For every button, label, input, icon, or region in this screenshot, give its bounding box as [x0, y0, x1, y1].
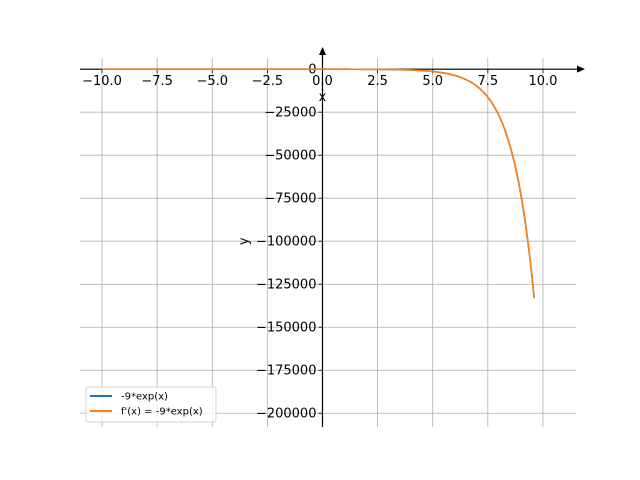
- x-tick-label: −2.5: [252, 74, 284, 89]
- x-axis-arrow-icon: [577, 65, 585, 73]
- x-tick-label: 7.5: [477, 74, 498, 89]
- y-tick-label: 0: [308, 63, 316, 78]
- x-tick-label: 2.5: [367, 74, 388, 89]
- x-ticks: −10.0 −7.5 −5.0 −2.5 0.0 2.5 5.0 7.5 10.0: [82, 69, 557, 89]
- y-tick-label: −100000: [256, 235, 317, 250]
- series-line-2: [102, 68, 535, 298]
- y-tick-label: −175000: [256, 364, 317, 379]
- y-tick-label: −25000: [264, 106, 316, 121]
- x-tick-label: −5.0: [196, 74, 228, 89]
- legend-box: [85, 386, 217, 423]
- legend-label-series-1: -9*exp(x): [121, 392, 168, 403]
- y-ticks: 0 −25000 −50000 −75000 −100000 −125000 −150000…: [256, 63, 323, 422]
- y-tick-label: −125000: [256, 278, 317, 293]
- x-tick-label: 0.0: [312, 74, 333, 89]
- x-tick-label: −7.5: [141, 74, 173, 89]
- y-tick-label: −75000: [264, 192, 316, 207]
- x-tick-label: 5.0: [422, 74, 443, 89]
- series: [102, 68, 535, 298]
- x-axis-label: x: [319, 90, 327, 105]
- y-axis-label: y: [237, 237, 252, 245]
- y-tick-label: −150000: [256, 321, 317, 336]
- x-tick-label: −10.0: [82, 74, 122, 89]
- y-tick-label: −200000: [256, 407, 317, 422]
- y-axis-arrow-icon: [318, 47, 326, 55]
- x-tick-label: 10.0: [528, 74, 557, 89]
- legend-label-series-2: f'(x) = -9*exp(x): [121, 407, 203, 418]
- grid: [80, 58, 576, 427]
- y-tick-label: −50000: [264, 149, 316, 164]
- legend: -9*exp(x) f'(x) = -9*exp(x): [85, 386, 217, 423]
